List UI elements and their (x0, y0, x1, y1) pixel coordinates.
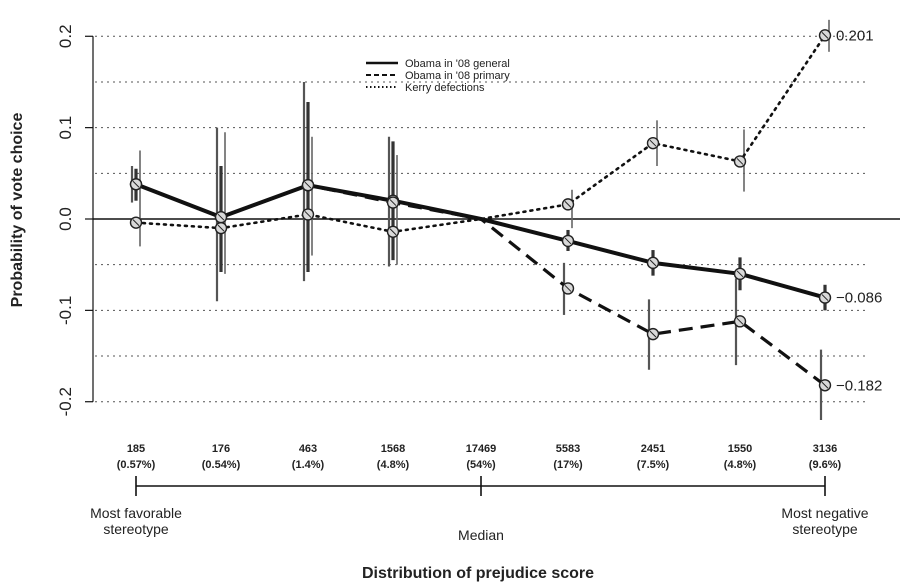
category-count: 2451 (641, 443, 665, 455)
bracket-label-left: Most favorable (90, 505, 182, 521)
data-point-cross (821, 294, 829, 301)
y-tick-label: -0.1 (56, 296, 75, 325)
category-count: 17469 (466, 443, 497, 455)
bracket-label-right: stereotype (792, 521, 858, 537)
data-point-cross (736, 317, 744, 325)
bracket-label-left: stereotype (103, 521, 169, 537)
data-point-cross (649, 330, 657, 338)
data-point-cross (736, 270, 744, 278)
series-line (135, 182, 826, 387)
data-point-cross (564, 201, 572, 208)
category-count: 1550 (728, 443, 752, 455)
data-point-cross (564, 237, 572, 245)
y-tick-label: 0.2 (56, 24, 75, 48)
category-percent: (1.4%) (292, 459, 325, 471)
data-point-cross (217, 224, 225, 232)
y-tick-label: -0.2 (56, 387, 75, 416)
data-point-cross (564, 285, 572, 292)
data-point-cross (389, 199, 397, 206)
data-point-cross (304, 211, 312, 218)
category-count: 3136 (813, 443, 837, 455)
data-point-cross (736, 158, 744, 165)
data-points (129, 29, 832, 392)
category-labels: 185 (0.57%) 176 (0.54%) 463 (1.4%) 1568 (4.8%) 1… (117, 443, 842, 471)
y-axis-title: Probability of vote choice (9, 113, 26, 308)
grid-layer (93, 35, 900, 403)
end-value-label: 0.201 (836, 27, 874, 44)
y-axis: -0.2 -0.1 0.0 0.1 0.2 (56, 24, 94, 416)
data-point-cross (389, 228, 397, 236)
bracket-label-center: Median (458, 527, 504, 543)
category-count: 185 (127, 443, 145, 455)
category-count: 5583 (556, 443, 580, 455)
bracket-label-right: Most negative (781, 505, 868, 521)
end-labels: 0.201 −0.086 −0.182 (836, 27, 882, 394)
legend-entry: Kerry defections (405, 82, 485, 94)
y-tick-label: 0.0 (56, 207, 75, 231)
data-point-cross (217, 213, 225, 221)
category-percent: (7.5%) (637, 459, 670, 471)
data-point-cross (132, 180, 140, 188)
data-point-cross (649, 259, 657, 267)
category-count: 463 (299, 443, 317, 455)
legend-entry: Obama in '08 general (405, 58, 510, 70)
data-point-cross (304, 181, 312, 189)
data-point-cross (821, 381, 829, 389)
category-percent: (0.54%) (202, 459, 241, 471)
y-tick-label: 0.1 (56, 116, 75, 140)
category-percent: (4.8%) (724, 459, 757, 471)
legend-entry: Obama in '08 primary (405, 70, 510, 82)
data-point-cross (821, 32, 829, 39)
end-value-label: −0.086 (836, 290, 882, 307)
category-count: 176 (212, 443, 230, 455)
end-value-label: −0.182 (836, 377, 882, 394)
category-percent: (54%) (466, 459, 496, 471)
category-percent: (4.8%) (377, 459, 410, 471)
series-line (135, 182, 826, 300)
category-count: 1568 (381, 443, 405, 455)
category-percent: (0.57%) (117, 459, 156, 471)
category-percent: (17%) (553, 459, 583, 471)
series-lines (134, 34, 827, 387)
data-point-cross (649, 139, 657, 147)
category-percent: (9.6%) (809, 459, 842, 471)
series-line (134, 34, 827, 234)
data-point-cross (132, 219, 140, 227)
x-axis-title: Distribution of prejudice score (362, 565, 594, 582)
